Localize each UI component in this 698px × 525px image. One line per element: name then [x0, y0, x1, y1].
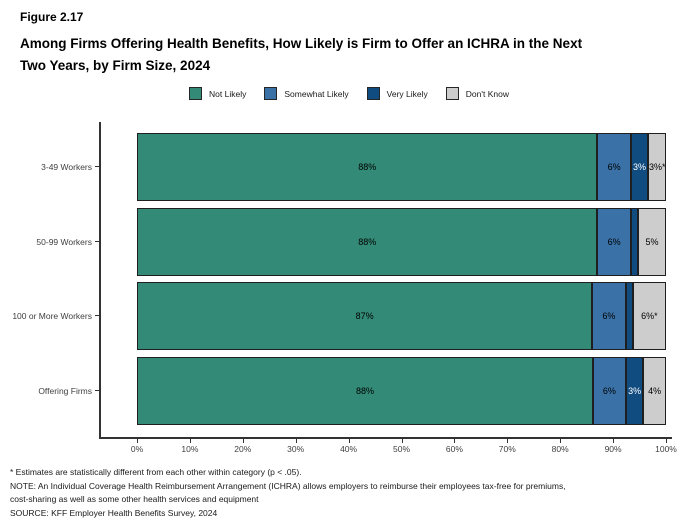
bar-row: 100 or More Workers 87% 6% 6%*: [0, 282, 698, 351]
legend-label: Very Likely: [386, 88, 428, 99]
x-axis-line: [99, 437, 672, 439]
bar-segment-value: 6%: [607, 236, 621, 247]
bar-segment-value: 88%: [355, 385, 374, 396]
x-axis-tick: [295, 438, 297, 443]
bar-segment-value: 6%: [607, 162, 621, 172]
legend: Not Likely Somewhat Likely Very Likely Don'…: [0, 87, 698, 100]
x-axis-tick-label: 80%: [551, 444, 569, 454]
bar-segment-value: 5%: [645, 236, 659, 247]
legend-swatch-icon: [189, 87, 203, 100]
footnotes: * Estimates are statistically different …: [10, 466, 566, 520]
category-label: 50-99 Workers: [36, 236, 92, 247]
legend-label: Don't Know: [465, 88, 509, 99]
bar-track: 88% 6% 3% 4%: [137, 356, 666, 425]
x-axis-tick-label: 10%: [181, 444, 199, 454]
bar-segment-somewhat-likely: 6%: [592, 356, 626, 425]
y-axis-line: [99, 122, 101, 438]
bar-segment-value: 88%: [358, 162, 377, 172]
legend-item: Very Likely: [366, 87, 428, 100]
bar-segment-somewhat-likely: 6%: [597, 133, 631, 201]
chart-title-line-2: Two Years, by Firm Size, 2024: [20, 58, 211, 73]
bar-segment-value: 3%: [633, 162, 647, 172]
chart-title-line-1: Among Firms Offering Health Benefits, Ho…: [20, 36, 583, 51]
legend-label: Somewhat Likely: [284, 88, 349, 99]
bar-segment-somewhat-likely: 6%: [592, 282, 626, 351]
x-axis-tick: [613, 438, 615, 443]
bar-segment-not-likely: 88%: [137, 207, 598, 276]
bar-segment-not-likely: 88%: [137, 356, 593, 425]
y-axis-tick: [95, 315, 99, 317]
x-axis-tick-label: 100%: [655, 444, 677, 454]
bar-segment-not-likely: 88%: [137, 133, 598, 201]
bar-segment-value: 6%*: [641, 311, 658, 322]
bar-segment-value: 88%: [358, 236, 377, 247]
legend-item: Somewhat Likely: [264, 87, 349, 100]
category-label: 3-49 Workers: [41, 162, 92, 172]
bar-segment-don-t-know: 4%: [643, 356, 666, 425]
bar-segment-somewhat-likely: 6%: [597, 207, 631, 276]
bar-row: Offering Firms 88% 6% 3% 4%: [0, 356, 698, 425]
x-axis-tick: [666, 438, 667, 443]
bar-segment-don-t-know: 3%*: [648, 133, 666, 201]
bar-segment-very-likely: 3%: [630, 133, 649, 201]
x-axis-tick-label: 60%: [445, 444, 463, 454]
x-axis-tick-label: 70%: [498, 444, 516, 454]
legend-label: Not Likely: [209, 88, 247, 99]
x-axis-tick-label: 40%: [340, 444, 358, 454]
bar-segment-very-likely: [625, 282, 633, 351]
bar-segment-not-likely: 87%: [137, 282, 593, 351]
bar-segment-value: 6%: [602, 311, 616, 322]
x-axis-tick-label: 20%: [234, 444, 252, 454]
category-label: 100 or More Workers: [12, 311, 92, 322]
bar-segment-very-likely: [630, 207, 638, 276]
x-axis-tick-label: 50%: [392, 444, 410, 454]
legend-swatch-icon: [445, 87, 459, 100]
y-axis-tick: [95, 389, 99, 391]
legend-item: Not Likely: [189, 87, 246, 100]
x-axis-tick: [242, 438, 244, 443]
bar-segment-value: 87%: [355, 311, 374, 322]
legend-swatch-icon: [366, 87, 380, 100]
footnote-source: SOURCE: KFF Employer Health Benefits Sur…: [10, 507, 218, 518]
footnote-significance: * Estimates are statistically different …: [10, 467, 302, 477]
x-axis-tick: [507, 438, 509, 443]
x-axis-tick: [189, 438, 191, 443]
bar-segment-don-t-know: 5%: [637, 207, 666, 276]
x-axis-tick: [454, 438, 456, 443]
footnote-note-line-1: NOTE: An Individual Coverage Health Reim…: [10, 480, 566, 491]
x-axis-tick: [401, 438, 403, 443]
category-label: Offering Firms: [38, 385, 92, 396]
bar-track: 88% 6% 5%: [137, 207, 666, 276]
x-axis-tick-label: 0%: [130, 444, 144, 454]
bar-track: 88% 6% 3% 3%*: [137, 133, 666, 201]
bar-segment-value: 3%*: [648, 162, 666, 172]
footnote-note-line-2: cost-sharing as well as some other healt…: [10, 494, 259, 504]
legend-swatch-icon: [264, 87, 278, 100]
bar-segment-very-likely: 3%: [625, 356, 644, 425]
bar-segment-don-t-know: 6%*: [632, 282, 666, 351]
bar-segment-value: 4%: [648, 385, 662, 396]
x-axis-tick: [137, 438, 138, 443]
bar-row: 50-99 Workers 88% 6% 5%: [0, 207, 698, 276]
y-axis-tick: [95, 166, 99, 167]
legend-item: Don't Know: [445, 87, 509, 100]
y-axis-tick: [95, 240, 99, 242]
bar-segment-value: 3%: [628, 385, 642, 396]
x-axis-tick: [560, 438, 562, 443]
bar-segment-value: 6%: [602, 385, 616, 396]
bar-track: 87% 6% 6%*: [137, 282, 666, 351]
x-axis-tick-label: 30%: [287, 444, 305, 454]
x-axis-tick: [348, 438, 350, 443]
figure-label: Figure 2.17: [20, 10, 84, 24]
bar-row: 3-49 Workers 88% 6% 3% 3%*: [0, 133, 698, 201]
x-axis-tick-label: 90%: [604, 444, 622, 454]
